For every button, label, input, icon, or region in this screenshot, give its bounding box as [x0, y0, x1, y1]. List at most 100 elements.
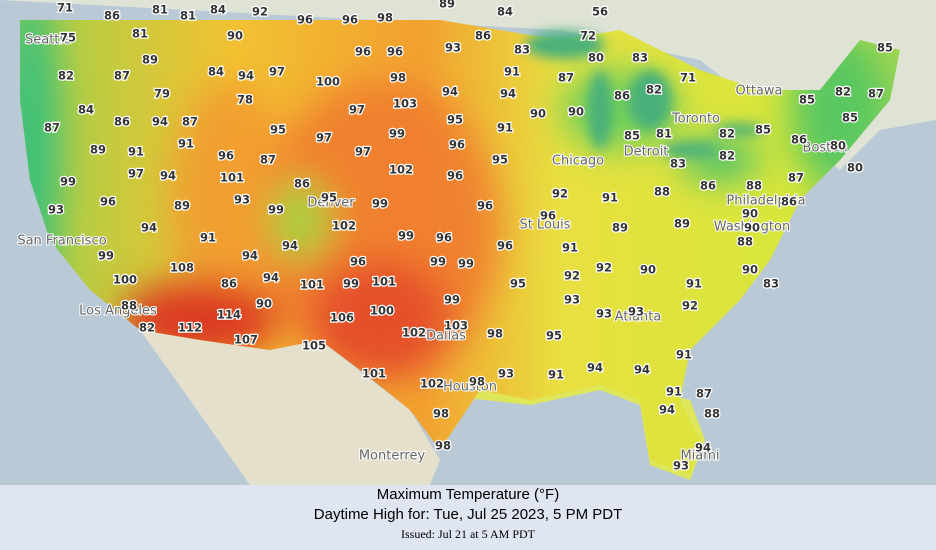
temperature-label: 94: [695, 441, 711, 455]
mexico: [140, 330, 440, 485]
temperature-label: 86: [114, 115, 130, 129]
temperature-label: 102: [332, 219, 356, 233]
temperature-label: 99: [398, 229, 414, 243]
temperature-label: 103: [444, 319, 468, 333]
city-label: Houston: [443, 380, 497, 395]
caption: Maximum Temperature (°F) Daytime High fo…: [0, 485, 936, 550]
temperature-label: 101: [220, 171, 244, 185]
temperature-label: 114: [217, 308, 241, 322]
temperature-label: 80: [830, 139, 846, 153]
temperature-label: 86: [294, 177, 310, 191]
temperature-label: 97: [355, 145, 371, 159]
temperature-label: 99: [268, 203, 284, 217]
temperature-label: 96: [497, 239, 513, 253]
temperature-label: 102: [402, 326, 426, 340]
temperature-label: 95: [321, 191, 337, 205]
temperature-label: 87: [696, 387, 712, 401]
temperature-label: 91: [548, 368, 564, 382]
temperature-label: 80: [847, 161, 863, 175]
temperature-label: 82: [719, 127, 735, 141]
temperature-label: 93: [445, 41, 461, 55]
temperature-label: 85: [624, 129, 640, 143]
temperature-label: 95: [270, 123, 286, 137]
temperature-label: 91: [178, 137, 194, 151]
temperature-label: 99: [372, 197, 388, 211]
temperature-label: 89: [174, 199, 190, 213]
temperature-label: 90: [227, 29, 243, 43]
temperature-label: 97: [349, 103, 365, 117]
temperature-label: 89: [612, 221, 628, 235]
caption-issued: Issued: Jul 21 at 5 AM PDT: [400, 527, 535, 541]
caption-subtitle: Daytime High for: Tue, Jul 25 2023, 5 PM…: [313, 506, 623, 523]
city-label: Denver: [307, 196, 355, 211]
temperature-label: 87: [114, 69, 130, 83]
temperature-label: 100: [113, 273, 137, 287]
temperature-label: 86: [700, 179, 716, 193]
temperature-label: 98: [377, 11, 393, 25]
temperature-label: 72: [580, 29, 596, 43]
temperature-label: 88: [654, 185, 670, 199]
temperature-label: 83: [670, 157, 686, 171]
temperature-label: 97: [269, 65, 285, 79]
map: Seattle San Francisco Los Angeles Denver St …: [0, 0, 936, 485]
temperature-label: 96: [297, 13, 313, 27]
temperature-label: 90: [742, 263, 758, 277]
city-label: Monterrey: [359, 449, 426, 464]
temperature-label: 112: [178, 321, 202, 335]
temperature-label: 93: [628, 305, 644, 319]
temperature-label: 88: [746, 179, 762, 193]
temperature-label: 75: [60, 31, 76, 45]
temperature-label: 87: [260, 153, 276, 167]
temperature-label: 91: [686, 277, 702, 291]
temperature-label: 99: [343, 277, 359, 291]
city-label: Chicago: [552, 154, 604, 169]
city-label: Philadelphia: [726, 194, 805, 209]
temperature-label: 88: [121, 299, 137, 313]
city-label: Boston: [803, 141, 848, 156]
temperature-label: 96: [449, 138, 465, 152]
temperature-label: 87: [868, 87, 884, 101]
temperature-label: 95: [492, 153, 508, 167]
temperature-label: 94: [282, 239, 298, 253]
canada: [0, 0, 936, 170]
temperature-label: 71: [57, 1, 73, 15]
temperature-label: 79: [154, 87, 170, 101]
great-lakes: [525, 31, 765, 158]
temperature-label: 94: [141, 221, 157, 235]
temperature-label: 94: [160, 169, 176, 183]
temperature-label: 87: [182, 115, 198, 129]
city-label: Los Angeles: [79, 304, 157, 319]
temperature-label: 94: [242, 249, 258, 263]
temperature-label: 95: [447, 113, 463, 127]
temperature-label: 102: [420, 377, 444, 391]
temperature-label: 83: [514, 43, 530, 57]
temperature-label: 94: [263, 271, 279, 285]
temperature-label: 81: [656, 127, 672, 141]
temperature-label: 93: [48, 203, 64, 217]
temperature-label: 101: [362, 367, 386, 381]
temperature-label: 91: [128, 145, 144, 159]
temperature-label: 84: [208, 65, 224, 79]
temperature-label: 89: [674, 217, 690, 231]
temperature-label: 93: [596, 307, 612, 321]
temperature-label: 90: [256, 297, 272, 311]
temperature-label: 81: [152, 3, 168, 17]
temperature-label: 93: [564, 293, 580, 307]
temperature-label: 83: [632, 51, 648, 65]
temperature-label: 86: [791, 133, 807, 147]
temperature-label: 94: [634, 363, 650, 377]
temperature-label: 96: [477, 199, 493, 213]
city-label: Dallas: [426, 329, 466, 344]
temperature-label: 84: [497, 5, 513, 19]
caption-title: Maximum Temperature (°F): [376, 486, 560, 503]
temperature-label: 94: [659, 403, 675, 417]
temperature-label: 84: [78, 103, 94, 117]
temperature-label: 91: [602, 191, 618, 205]
temperature-label: 96: [350, 255, 366, 269]
temperature-label: 92: [552, 187, 568, 201]
temperature-label: 89: [142, 53, 158, 67]
temperature-label: 88: [737, 235, 753, 249]
temperature-label: 91: [666, 385, 682, 399]
temperature-label: 78: [237, 93, 253, 107]
temperature-label: 82: [719, 149, 735, 163]
